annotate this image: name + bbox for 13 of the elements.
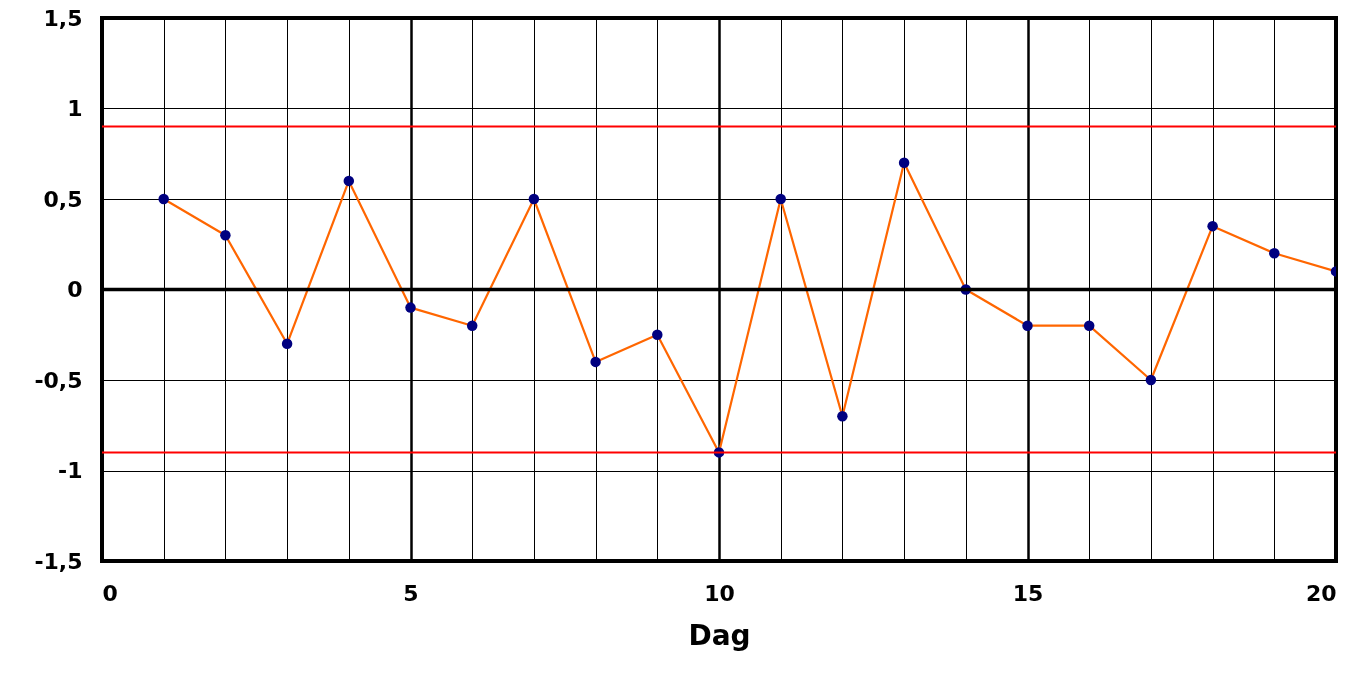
y-tick-label: -1 — [58, 458, 83, 483]
y-tick-label: -1,5 — [34, 548, 83, 574]
y-tick-label: 0 — [67, 277, 83, 302]
y-tick-label: -0,5 — [34, 367, 83, 393]
x-tick-label: 5 — [403, 580, 419, 606]
x-tick-label: 10 — [704, 580, 735, 606]
y-tick-label: 1,5 — [43, 5, 83, 31]
x-tick-label: 20 — [1305, 580, 1337, 606]
y-tick-label: 1 — [67, 96, 83, 121]
y-tick-label: 0,5 — [43, 186, 83, 212]
x-tick-label: 15 — [1012, 580, 1044, 606]
x-tick-label: 0 — [102, 580, 118, 606]
x-axis-title: Dag — [688, 618, 751, 652]
